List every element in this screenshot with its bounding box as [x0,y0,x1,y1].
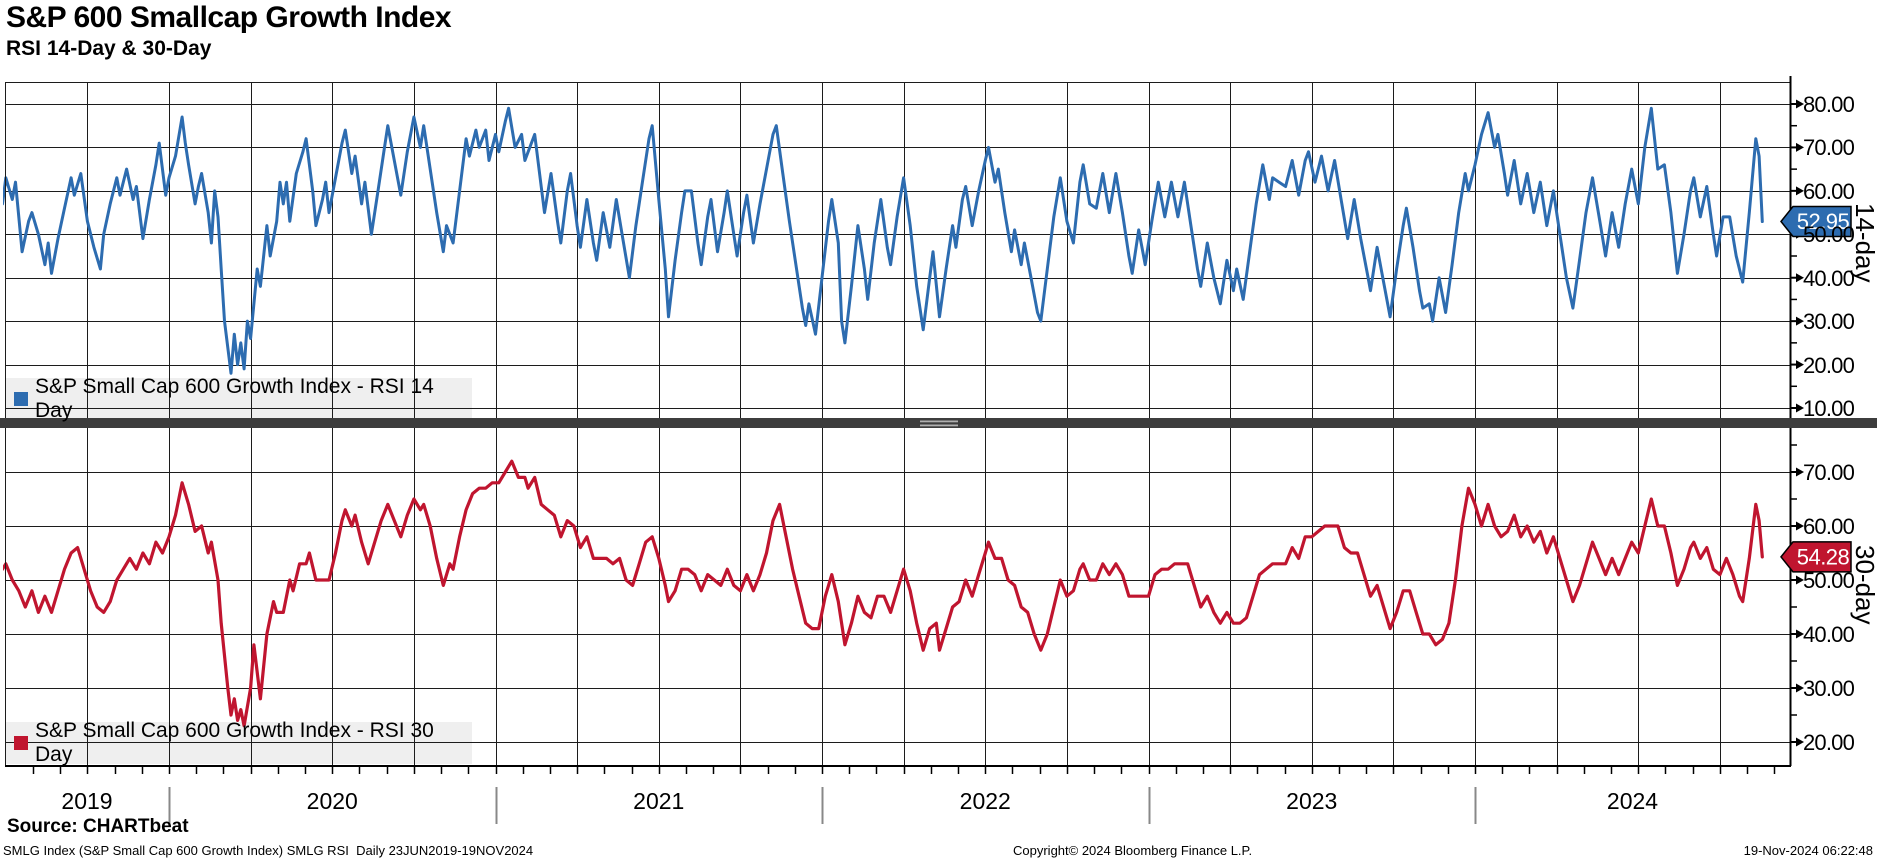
y-tick-label: 50.00 [1803,222,1855,248]
y-tick-label: 30.00 [1803,676,1855,701]
y-tick-label: 40.00 [1803,265,1855,291]
rsi14-series-line [3,106,1764,375]
y-tick-label: 70.00 [1803,135,1855,161]
y-tick-label: 70.00 [1803,460,1855,485]
y-tick-label: 60.00 [1803,514,1855,539]
bottom-axis-ticks [32,767,1776,774]
rsi30-series-line [3,459,1764,728]
bottom-horizontal-gridlines [5,472,1790,743]
splitter-handle[interactable] [920,420,958,427]
y-tick-label: 40.00 [1803,622,1855,647]
y-tick-label: 30.00 [1803,309,1855,335]
page-title: S&P 600 Smallcap Growth Index [6,1,452,34]
x-year-label: 2019 [61,788,113,814]
legend-rsi30: S&P Small Cap 600 Growth Index - RSI 30 … [5,719,474,766]
top-horizontal-gridlines [5,104,1790,409]
legend-backgrounds [5,378,472,764]
source-note: Source: CHARTbeat [7,816,189,837]
value-badge-rsi30-value: 54.28 [1797,544,1850,569]
year-separators [168,787,1477,824]
legend-swatch-rsi14-icon [14,391,28,406]
panel-divider [0,418,1877,428]
x-year-label: 2024 [1606,788,1659,814]
y-tick-label: 10.00 [1803,396,1855,421]
value-badge-rsi14: 52.95 [1780,205,1852,238]
legend-label-rsi30: S&P Small Cap 600 Growth Index - RSI 30 … [35,718,434,766]
legend-rsi14: S&P Small Cap 600 Growth Index - RSI 14 … [5,375,474,422]
footer-ticker-info: SMLG Index (S&P Small Cap 600 Growth Ind… [3,843,534,858]
chart-subtitle: RSI 14-Day & 30-Day [6,37,212,60]
y-tick-label: 60.00 [1803,178,1855,204]
footer-copyright: Copyright© 2024 Bloomberg Finance L.P. [1013,843,1253,858]
value-badge-rsi14-value: 52.95 [1797,209,1850,234]
value-badge-rsi30: 54.28 [1780,541,1852,573]
legend-swatch-rsi30-icon [14,735,28,750]
y-tick-label: 20.00 [1803,352,1855,378]
x-year-label: 2021 [633,788,685,814]
y-tick-label: 80.00 [1803,92,1855,117]
y-tick-label: 20.00 [1803,730,1855,755]
axis-title-30day: 30-day [1850,545,1877,625]
axis-title-14day: 14-day [1850,203,1877,283]
x-year-label: 2022 [959,788,1011,814]
y-tick-label: 50.00 [1803,568,1855,593]
legend-label-rsi14: S&P Small Cap 600 Growth Index - RSI 14 … [35,374,434,422]
x-year-label: 2020 [306,788,358,814]
x-year-label: 2023 [1286,788,1338,814]
footer-timestamp: 19-Nov-2024 06:22:48 [1743,843,1873,858]
